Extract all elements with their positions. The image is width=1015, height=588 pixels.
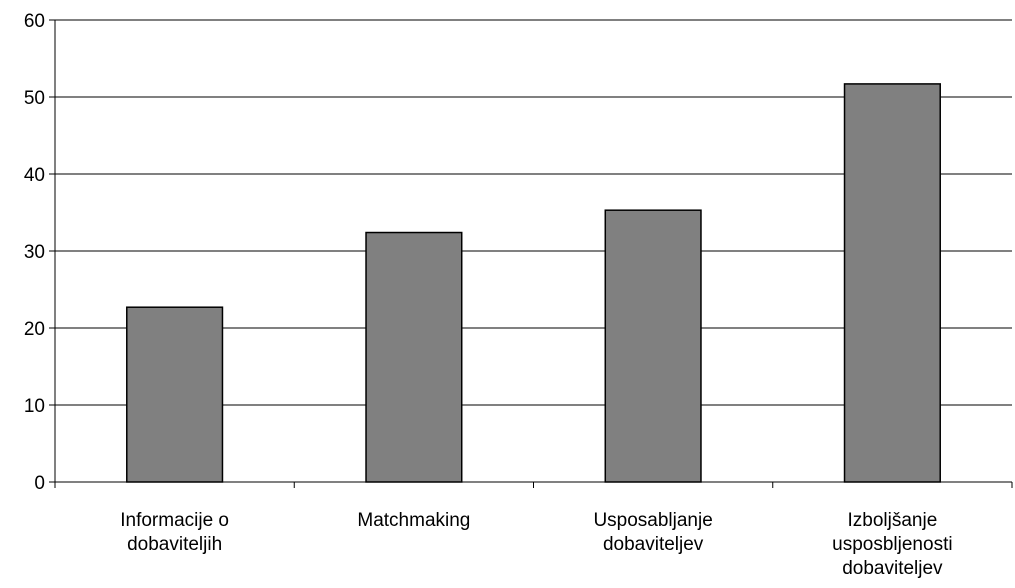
y-tick-label: 10: [24, 396, 45, 417]
y-tick-label: 60: [24, 11, 45, 32]
x-category-label-line: dobaviteljih: [127, 534, 222, 555]
x-category-label: Informacije o dobaviteljih: [120, 510, 229, 555]
x-category-label-line: usposbljenosti: [832, 534, 952, 555]
x-category-label-line: Izboljšanje: [847, 510, 937, 531]
x-category-labels: Informacije o dobaviteljih Matchmaking Uspo…: [120, 510, 952, 579]
bar: [604, 209, 702, 483]
y-tick-label: 50: [24, 88, 45, 109]
bar: [843, 83, 941, 483]
y-tick-label: 20: [24, 319, 45, 340]
x-category-label-line: Informacije o: [120, 510, 229, 531]
x-category-label-line: Usposabljanje: [593, 510, 712, 531]
x-category-label-line: Matchmaking: [357, 510, 470, 531]
x-category-label: Izboljšanje usposbljenosti dobaviteljev: [832, 510, 952, 579]
bars: [126, 83, 941, 483]
axes: [49, 19, 1013, 488]
y-tick-labels: 0 10 20 30 40 50 60: [24, 11, 45, 494]
x-category-label: Matchmaking: [357, 510, 470, 531]
x-category-label: Usposabljanje dobaviteljev: [593, 510, 712, 555]
y-tick-label: 0: [34, 473, 45, 494]
x-category-label-line: dobaviteljev: [603, 534, 704, 555]
y-tick-label: 30: [24, 242, 45, 263]
bar: [365, 231, 463, 483]
bar: [126, 306, 224, 483]
y-tick-label: 40: [24, 165, 45, 186]
x-category-label-line: dobaviteljev: [842, 558, 943, 579]
